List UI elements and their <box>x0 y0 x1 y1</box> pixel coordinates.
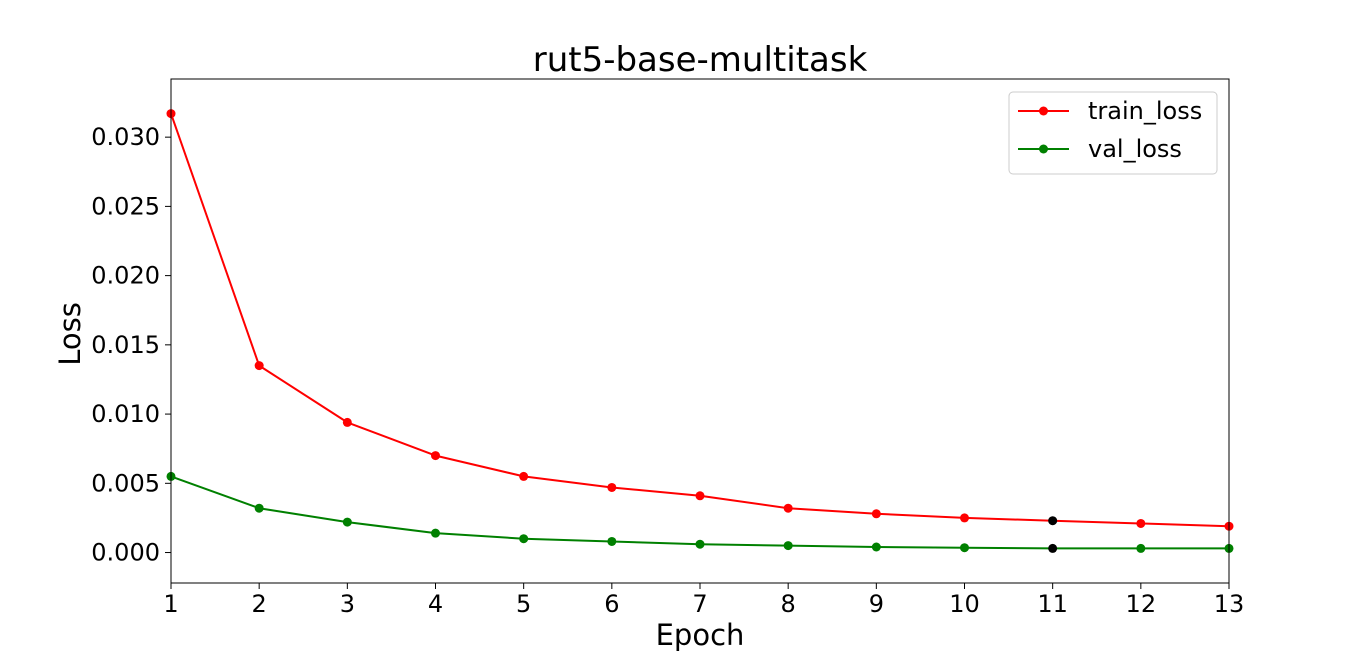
chart-title: rut5-base-multitask <box>533 40 868 80</box>
data-point <box>607 536 617 546</box>
y-tick-label: 0.000 <box>91 539 160 567</box>
legend-label-train_loss: train_loss <box>1088 97 1202 125</box>
x-tick-label: 2 <box>252 590 267 618</box>
series-line-train_loss <box>170 113 1230 528</box>
y-tick-label: 0.015 <box>91 331 160 359</box>
y-tick-label: 0.025 <box>91 192 160 220</box>
legend-marker-val_loss <box>1039 144 1048 154</box>
data-point <box>960 543 969 553</box>
x-tick-label: 1 <box>163 590 178 618</box>
plot-area <box>166 109 1234 553</box>
x-tick-label: 11 <box>1037 590 1068 618</box>
data-point <box>1136 543 1146 553</box>
data-point <box>254 503 264 513</box>
data-point <box>519 471 529 481</box>
data-point <box>871 542 881 552</box>
x-axis-label: Epoch <box>656 618 745 652</box>
x-tick-label: 7 <box>692 590 707 618</box>
x-tick-label: 3 <box>340 590 355 618</box>
x-tick-label: 13 <box>1214 590 1245 618</box>
x-tick-label: 4 <box>428 590 443 618</box>
data-point <box>695 491 705 501</box>
data-point <box>695 539 705 549</box>
data-point <box>342 417 352 427</box>
data-point <box>783 503 793 513</box>
x-tick-label: 10 <box>949 590 980 618</box>
data-point <box>607 482 617 492</box>
legend-box <box>1008 91 1218 175</box>
highlight-point <box>1048 516 1058 526</box>
y-tick-label: 0.020 <box>91 262 160 290</box>
data-point <box>871 509 881 519</box>
y-axis: 0.000 0.005 0.010 0.015 0.020 0.025 0.030 <box>91 123 171 567</box>
data-point <box>519 534 529 544</box>
highlight-point <box>1048 543 1058 553</box>
y-tick-label: 0.030 <box>91 123 160 151</box>
data-point <box>254 361 264 371</box>
legend: train_loss val_loss <box>1008 91 1218 175</box>
y-tick-label: 0.005 <box>91 469 160 497</box>
data-point <box>431 451 440 461</box>
data-point <box>960 513 969 523</box>
data-point <box>342 517 352 527</box>
x-axis: 1 2 3 4 5 6 7 8 9 10 11 12 13 <box>163 583 1244 618</box>
x-tick-label: 5 <box>516 590 531 618</box>
x-tick-label: 12 <box>1126 590 1157 618</box>
x-tick-label: 8 <box>781 590 796 618</box>
data-point <box>1136 518 1146 528</box>
data-point <box>431 528 440 538</box>
series-line-val_loss <box>170 475 1229 550</box>
x-tick-label: 6 <box>604 590 619 618</box>
y-axis-label: Loss <box>53 302 87 366</box>
data-point <box>783 541 793 551</box>
legend-label-val_loss: val_loss <box>1088 135 1182 163</box>
legend-marker-train_loss <box>1039 106 1048 116</box>
x-tick-label: 9 <box>869 590 884 618</box>
y-tick-label: 0.010 <box>91 400 160 428</box>
